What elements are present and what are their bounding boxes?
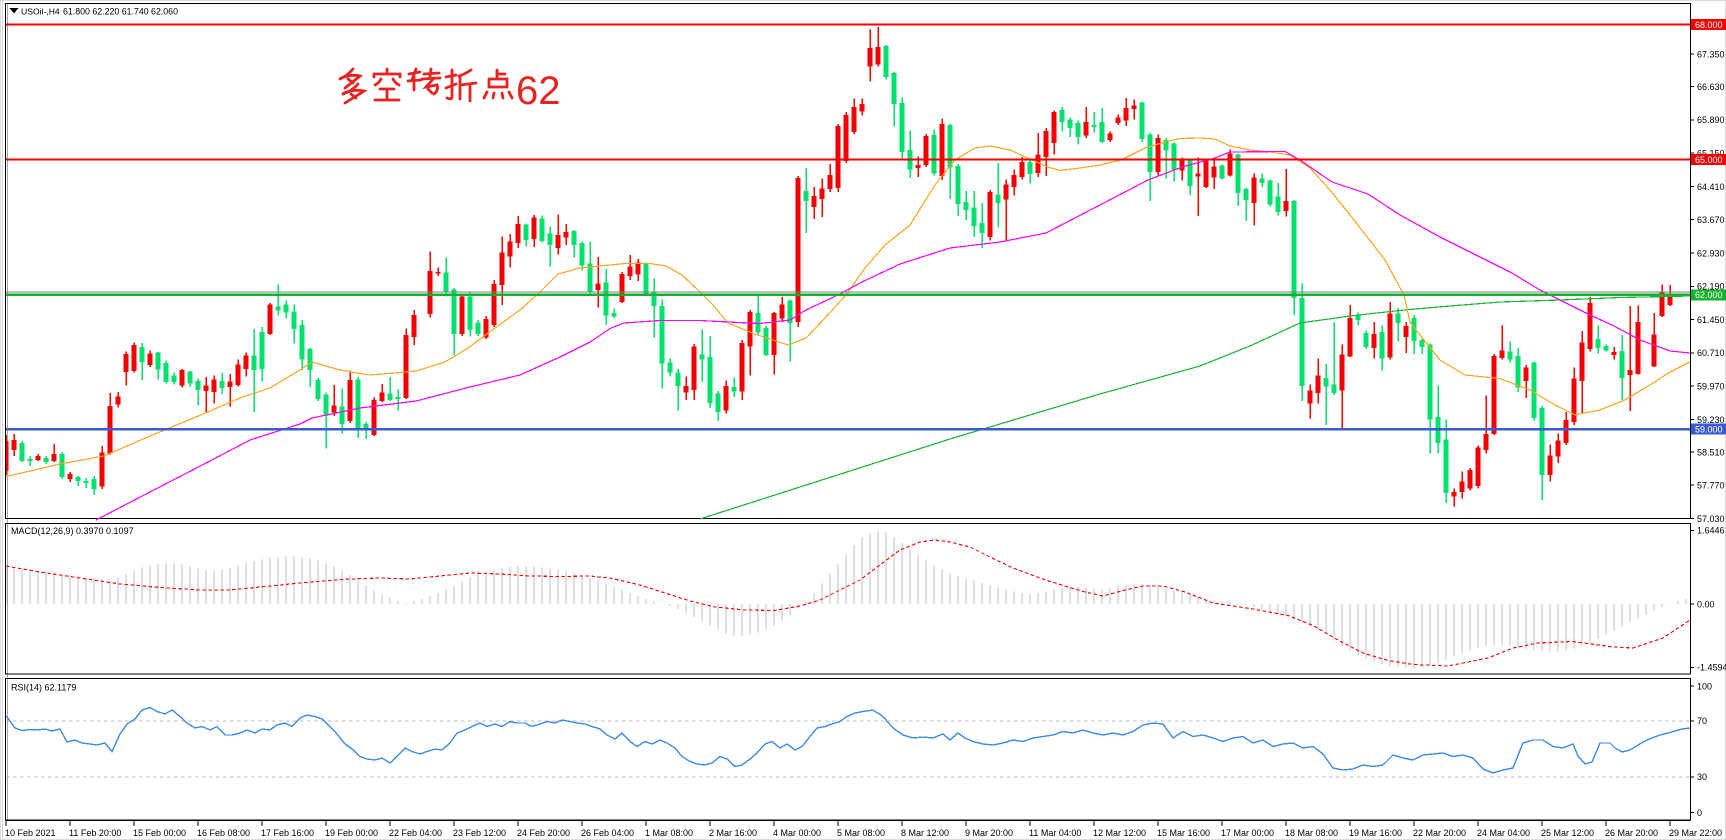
svg-text:61.800 62.220 61.740 62.060: 61.800 62.220 61.740 62.060 — [63, 7, 178, 17]
svg-text:67.350: 67.350 — [1697, 50, 1725, 60]
svg-text:24 Feb 20:00: 24 Feb 20:00 — [517, 828, 570, 838]
svg-text:29 Mar 22:00: 29 Mar 22:00 — [1669, 828, 1722, 838]
svg-text:66.630: 66.630 — [1697, 82, 1725, 92]
svg-text:8 Mar 12:00: 8 Mar 12:00 — [901, 828, 949, 838]
svg-text:19 Mar 16:00: 19 Mar 16:00 — [1349, 828, 1402, 838]
svg-text:17 Mar 00:00: 17 Mar 00:00 — [1221, 828, 1274, 838]
svg-text:19 Feb 00:00: 19 Feb 00:00 — [325, 828, 378, 838]
svg-text:18 Mar 08:00: 18 Mar 08:00 — [1285, 828, 1338, 838]
svg-text:26 Feb 04:00: 26 Feb 04:00 — [581, 828, 634, 838]
svg-text:-1.4594: -1.4594 — [1697, 663, 1726, 673]
svg-text:59.230: 59.230 — [1697, 415, 1725, 425]
svg-text:24 Mar 04:00: 24 Mar 04:00 — [1477, 828, 1530, 838]
svg-text:62.190: 62.190 — [1697, 282, 1725, 292]
svg-text:2 Mar 16:00: 2 Mar 16:00 — [709, 828, 757, 838]
svg-text:61.450: 61.450 — [1697, 315, 1725, 325]
svg-text:12 Mar 12:00: 12 Mar 12:00 — [1093, 828, 1146, 838]
svg-text:60.710: 60.710 — [1697, 348, 1725, 358]
svg-text:RSI(14) 62.1179: RSI(14) 62.1179 — [11, 683, 76, 693]
svg-text:23 Feb 12:00: 23 Feb 12:00 — [453, 828, 506, 838]
svg-text:100: 100 — [1697, 682, 1712, 692]
svg-text:65.150: 65.150 — [1697, 148, 1725, 158]
svg-text:70: 70 — [1697, 716, 1707, 726]
svg-text:57.030: 57.030 — [1697, 514, 1725, 524]
svg-text:16 Feb 08:00: 16 Feb 08:00 — [197, 828, 250, 838]
svg-text:4 Mar 00:00: 4 Mar 00:00 — [773, 828, 821, 838]
svg-text:62.000: 62.000 — [1695, 290, 1723, 300]
svg-text:62: 62 — [516, 69, 561, 113]
svg-text:65.000: 65.000 — [1695, 155, 1723, 165]
svg-text:0.00: 0.00 — [1697, 600, 1715, 610]
svg-text:68.000: 68.000 — [1695, 20, 1723, 30]
svg-text:17 Feb 16:00: 17 Feb 16:00 — [261, 828, 314, 838]
svg-text:57.770: 57.770 — [1697, 481, 1725, 491]
svg-text:62.930: 62.930 — [1697, 248, 1725, 258]
svg-text:11 Mar 04:00: 11 Mar 04:00 — [1029, 828, 1081, 838]
svg-text:63.670: 63.670 — [1697, 215, 1725, 225]
svg-text:65.890: 65.890 — [1697, 115, 1725, 125]
svg-text:15 Feb 00:00: 15 Feb 00:00 — [133, 828, 186, 838]
svg-text:USOil-,H4: USOil-,H4 — [21, 7, 60, 17]
svg-text:5 Mar 08:00: 5 Mar 08:00 — [837, 828, 885, 838]
svg-text:59.970: 59.970 — [1697, 382, 1725, 392]
svg-text:9 Mar 20:00: 9 Mar 20:00 — [965, 828, 1013, 838]
svg-text:64.410: 64.410 — [1697, 182, 1725, 192]
svg-text:10 Feb 2021: 10 Feb 2021 — [5, 828, 56, 838]
svg-text:11 Feb 20:00: 11 Feb 20:00 — [69, 828, 121, 838]
svg-text:59.000: 59.000 — [1695, 425, 1723, 435]
svg-text:22 Feb 04:00: 22 Feb 04:00 — [389, 828, 442, 838]
svg-text:30: 30 — [1697, 772, 1707, 782]
svg-text:MACD(12,26,9) 0.3970 0.1097: MACD(12,26,9) 0.3970 0.1097 — [11, 526, 134, 536]
svg-text:26 Mar 20:00: 26 Mar 20:00 — [1605, 828, 1658, 838]
svg-text:22 Mar 20:00: 22 Mar 20:00 — [1413, 828, 1466, 838]
svg-text:0: 0 — [1697, 808, 1702, 818]
svg-text:1.6446: 1.6446 — [1697, 526, 1725, 536]
svg-text:25 Mar 12:00: 25 Mar 12:00 — [1541, 828, 1594, 838]
svg-text:15 Mar 16:00: 15 Mar 16:00 — [1157, 828, 1210, 838]
svg-text:58.510: 58.510 — [1697, 447, 1725, 457]
svg-text:1 Mar 08:00: 1 Mar 08:00 — [645, 828, 693, 838]
